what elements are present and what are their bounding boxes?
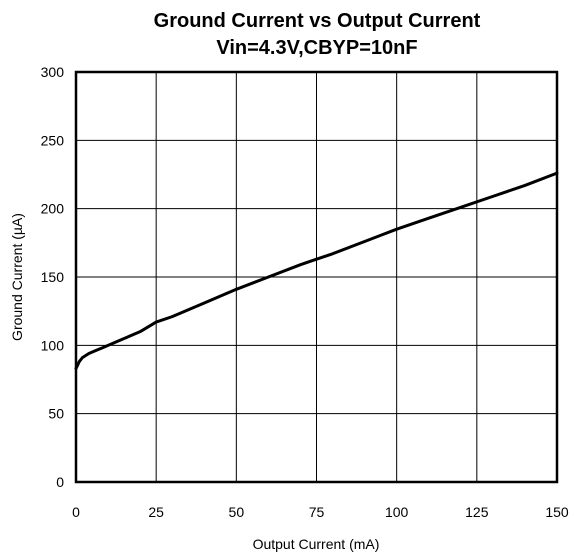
x-tick-label: 75 bbox=[309, 504, 325, 520]
tick-labels: 0 25 50 75 100 125 150 0 50 100 150 200 250 300 bbox=[41, 64, 569, 520]
chart-title: Ground Current vs Output Current bbox=[154, 10, 481, 32]
y-tick-label: 0 bbox=[56, 474, 64, 490]
chart-subtitle: Vin=4.3V,CBYP=10nF bbox=[216, 37, 417, 59]
x-tick-label: 125 bbox=[465, 504, 489, 520]
x-tick-label: 0 bbox=[72, 504, 80, 520]
grid bbox=[75, 71, 558, 483]
y-axis-label: Ground Current (µA) bbox=[9, 213, 25, 341]
plot-frame bbox=[74, 70, 559, 484]
x-tick-label: 100 bbox=[385, 504, 409, 520]
y-tick-label: 150 bbox=[41, 269, 65, 285]
y-tick-label: 50 bbox=[48, 406, 64, 422]
y-tick-label: 300 bbox=[41, 64, 65, 80]
series-layer bbox=[74, 171, 559, 371]
x-tick-label: 50 bbox=[229, 504, 245, 520]
y-tick-label: 200 bbox=[41, 201, 65, 217]
x-tick-label: 25 bbox=[148, 504, 164, 520]
x-tick-label: 150 bbox=[545, 504, 569, 520]
y-tick-label: 100 bbox=[41, 337, 65, 353]
x-axis-label: Output Current (mA) bbox=[253, 536, 380, 552]
y-tick-label: 250 bbox=[41, 132, 65, 148]
series-line bbox=[74, 171, 559, 371]
